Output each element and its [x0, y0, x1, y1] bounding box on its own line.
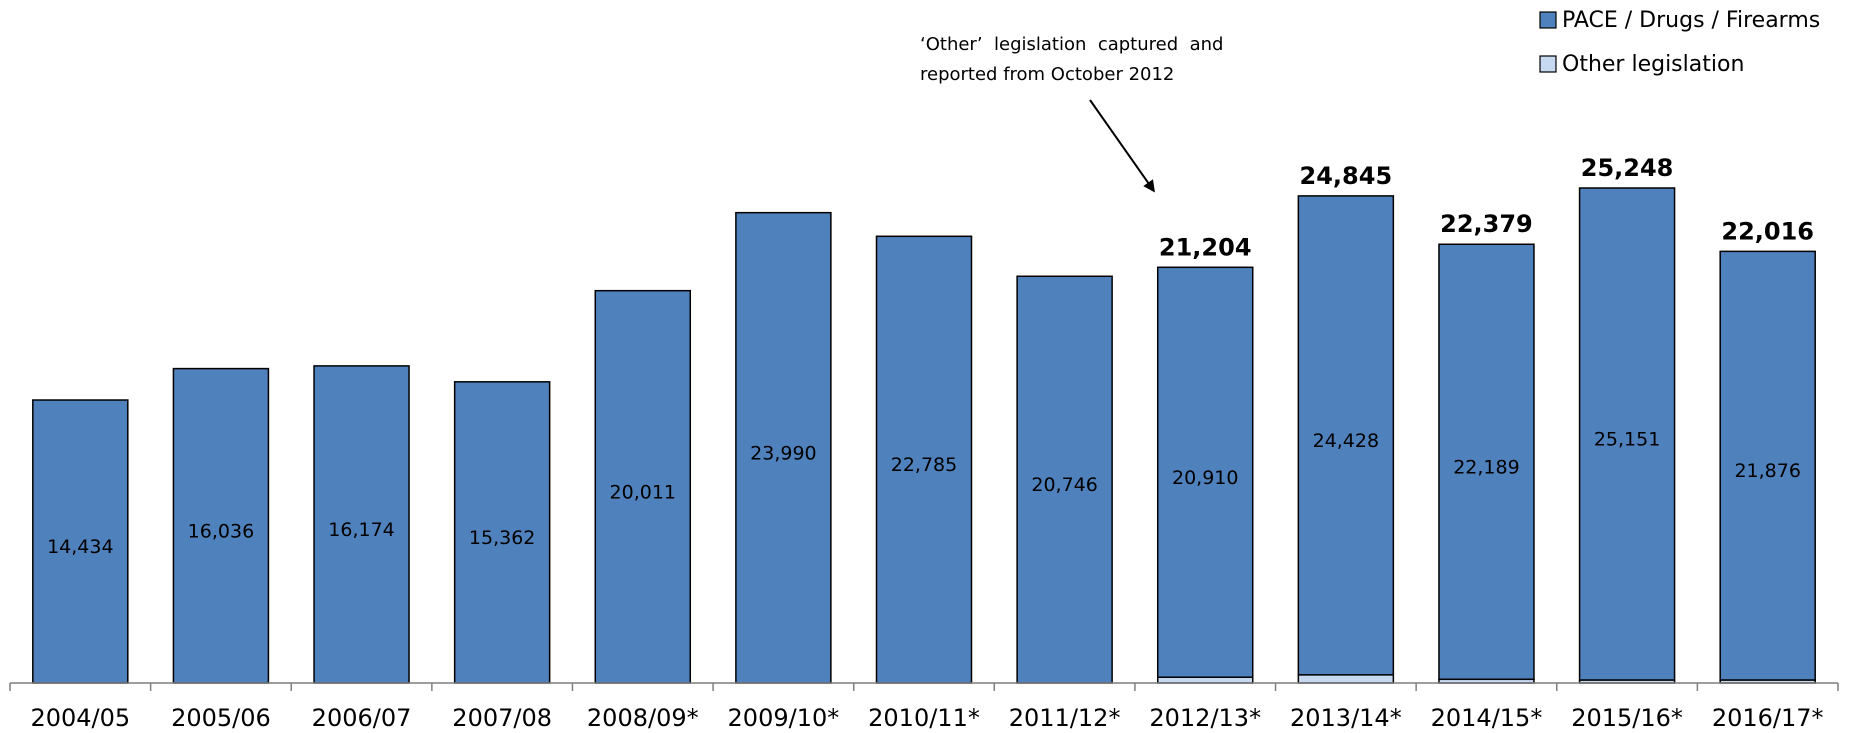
- annotation-text: ‘Other’ legislation captured and: [920, 34, 1223, 55]
- x-tick-label: 2009/10*: [728, 704, 840, 732]
- bar-pace-drugs-firearms: [1719, 250, 1816, 681]
- bar-value-label: 25,151: [1594, 429, 1660, 451]
- bar-pace-drugs-firearms: [1016, 275, 1113, 684]
- annotation-arrow: [1089, 99, 1155, 193]
- bar-value-label: 20,746: [1031, 474, 1097, 496]
- annotation-text: reported from October 2012: [920, 64, 1174, 85]
- bar-total-label: 25,248: [1581, 154, 1674, 182]
- bar-value-label: 16,174: [328, 519, 394, 541]
- x-tick-label: 2004/05: [30, 704, 130, 732]
- bar-total-label: 21,204: [1159, 233, 1252, 261]
- legend: PACE / Drugs / Firearms Other legislation: [1539, 8, 1820, 77]
- bar-pace-drugs-firearms: [453, 381, 551, 684]
- bar-pace-drugs-firearms: [1578, 187, 1676, 681]
- x-tick-label: 2011/12*: [1009, 704, 1121, 732]
- x-tick-label: 2013/14*: [1290, 704, 1402, 732]
- bar-pace-drugs-firearms: [735, 211, 832, 684]
- annotation: ‘Other’ legislation captured and reported…: [920, 34, 1223, 193]
- bar-pace-drugs-firearms: [594, 289, 692, 684]
- bar-value-label: 22,189: [1453, 456, 1519, 478]
- bar-total-label: 22,379: [1440, 210, 1533, 238]
- bar-pace-drugs-firearms: [1156, 266, 1254, 678]
- bar-pace-drugs-firearms: [32, 399, 129, 684]
- bar-value-label: 20,910: [1172, 467, 1238, 489]
- bar-other-legislation: [1156, 676, 1254, 684]
- x-tick-label: 2007/08: [452, 704, 552, 732]
- legend-label: PACE / Drugs / Firearms: [1562, 8, 1820, 33]
- x-tick-label: 2010/11*: [868, 704, 980, 732]
- legend-swatch: [1539, 11, 1557, 29]
- bar-pace-drugs-firearms: [313, 365, 410, 684]
- x-tick-label: 2014/15*: [1431, 704, 1543, 732]
- bar-other-legislation: [1297, 674, 1395, 684]
- bar-pace-drugs-firearms: [172, 367, 270, 684]
- legend-label: Other legislation: [1562, 52, 1744, 77]
- bar-value-label: 14,434: [47, 536, 113, 558]
- x-tick-label: 2012/13*: [1149, 704, 1261, 732]
- x-tick-label: 2008/09*: [587, 704, 699, 732]
- bar-value-label: 15,362: [469, 527, 535, 549]
- bar-value-label: 24,428: [1313, 430, 1379, 452]
- bar-value-label: 23,990: [750, 442, 816, 464]
- bar-value-label: 22,785: [891, 454, 957, 476]
- bar-total-label: 22,016: [1721, 217, 1814, 245]
- bar-value-label: 21,876: [1734, 460, 1800, 482]
- x-tick-label: 2016/17*: [1712, 704, 1824, 732]
- x-tick-label: 2006/07: [312, 704, 412, 732]
- bar-pace-drugs-firearms: [1297, 195, 1395, 676]
- bar-value-label: 16,036: [188, 520, 254, 542]
- bar-value-label: 20,011: [610, 481, 676, 503]
- x-tick-label: 2015/16*: [1571, 704, 1683, 732]
- bar-pace-drugs-firearms: [1438, 243, 1535, 681]
- bar-total-label: 24,845: [1300, 162, 1393, 190]
- data-labels: 14,434 16,036 16,174 15,362 20,011 23,990 22,7…: [47, 154, 1814, 558]
- x-tick-label: 2005/06: [171, 704, 271, 732]
- legend-swatch: [1539, 55, 1557, 73]
- bars-layer: [32, 187, 1816, 684]
- x-axis: 2004/05 2005/06 2006/07 2007/08 2008/09* 2009…: [9, 682, 1839, 732]
